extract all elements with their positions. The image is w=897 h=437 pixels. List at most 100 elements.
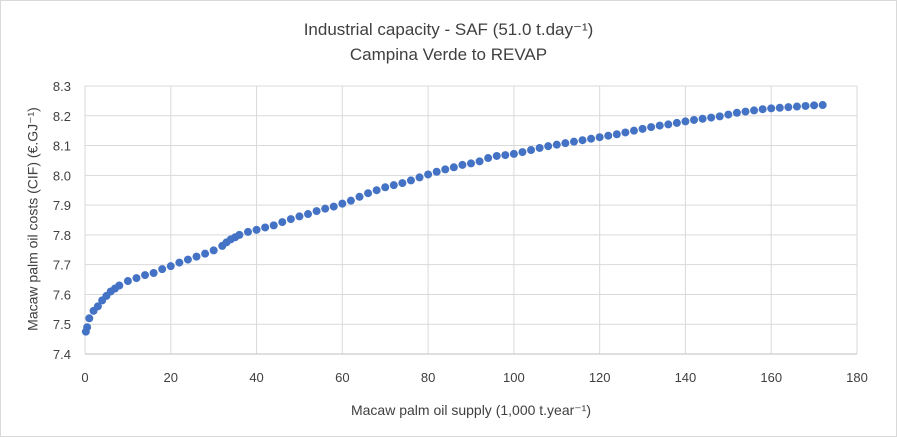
x-tick-label: 160 [760, 370, 782, 385]
data-point [158, 265, 167, 274]
data-point [243, 227, 252, 236]
data-point [329, 202, 338, 211]
data-point [321, 204, 330, 213]
data-point [664, 120, 673, 129]
data-point [681, 117, 690, 126]
data-point [629, 126, 638, 135]
data-point [724, 110, 733, 119]
data-point [527, 146, 536, 155]
data-point [535, 143, 544, 152]
data-point [561, 139, 570, 148]
data-point [364, 189, 373, 198]
data-point [312, 207, 321, 216]
data-point [115, 281, 124, 290]
data-point [647, 123, 656, 132]
y-tick-label: 8.3 [53, 79, 71, 94]
data-point [672, 118, 681, 127]
y-tick-label: 7.4 [53, 347, 71, 362]
data-point [741, 107, 750, 116]
data-point [569, 137, 578, 146]
data-point [398, 179, 407, 188]
data-point [595, 133, 604, 142]
data-point [372, 186, 381, 195]
y-tick-label: 7.7 [53, 258, 71, 273]
chart-title: Industrial capacity - SAF (51.0 t.day⁻¹) [303, 20, 594, 39]
data-point [123, 277, 132, 286]
data-point [192, 252, 201, 261]
data-point [509, 149, 518, 158]
data-point [784, 103, 793, 112]
data-point [93, 302, 102, 311]
x-tick-label: 40 [249, 370, 263, 385]
data-point [338, 199, 347, 208]
data-point [424, 170, 433, 179]
data-point [449, 163, 458, 172]
data-point [690, 115, 699, 124]
data-point [406, 176, 415, 185]
data-point [801, 101, 810, 110]
data-point [415, 173, 424, 182]
data-point [252, 225, 261, 234]
data-point [492, 151, 501, 160]
data-point [132, 274, 141, 283]
y-tick-label: 8.2 [53, 109, 71, 124]
y-tick-label: 7.6 [53, 287, 71, 302]
data-point [83, 323, 92, 332]
data-point [552, 140, 561, 149]
data-point [183, 255, 192, 264]
y-tick-label: 7.8 [53, 228, 71, 243]
data-point [484, 154, 493, 163]
data-point [715, 112, 724, 121]
x-tick-label: 120 [589, 370, 611, 385]
data-point [381, 183, 390, 192]
data-point [578, 136, 587, 145]
x-tick-label: 20 [164, 370, 178, 385]
data-point [261, 223, 270, 232]
data-point [295, 212, 304, 221]
data-point [149, 269, 158, 278]
x-tick-label: 140 [675, 370, 697, 385]
data-point [441, 165, 450, 174]
data-point [355, 192, 364, 201]
data-point [621, 128, 630, 137]
data-point [775, 103, 784, 112]
y-tick-label: 8.1 [53, 139, 71, 154]
y-tick-label: 7.5 [53, 317, 71, 332]
data-point [698, 114, 707, 123]
data-point [750, 106, 759, 115]
data-point [175, 258, 184, 267]
data-point [758, 105, 767, 114]
data-point [209, 246, 218, 255]
data-point [304, 210, 313, 219]
x-tick-label: 100 [503, 370, 525, 385]
data-point [810, 101, 819, 110]
data-point [141, 271, 150, 280]
x-tick-label: 80 [421, 370, 435, 385]
data-point [432, 167, 441, 176]
data-point [544, 142, 553, 151]
data-point [458, 160, 467, 169]
data-point [767, 104, 776, 113]
data-point [604, 131, 613, 140]
data-point [389, 181, 398, 190]
data-point [612, 130, 621, 139]
x-tick-label: 180 [846, 370, 868, 385]
data-point [235, 230, 244, 239]
data-point [467, 159, 475, 168]
data-point [732, 108, 741, 117]
x-axis-label: Macaw palm oil supply (1,000 t.year⁻¹) [350, 402, 592, 418]
data-point [792, 102, 801, 111]
data-point [501, 151, 510, 160]
x-tick-label: 60 [335, 370, 349, 385]
data-point [638, 124, 647, 133]
data-point [346, 196, 355, 205]
data-point [278, 218, 287, 227]
data-point [166, 262, 175, 271]
data-point [707, 113, 716, 122]
data-point [818, 101, 827, 110]
x-tick-label: 0 [81, 370, 88, 385]
data-point [655, 121, 664, 130]
data-point [286, 215, 295, 224]
